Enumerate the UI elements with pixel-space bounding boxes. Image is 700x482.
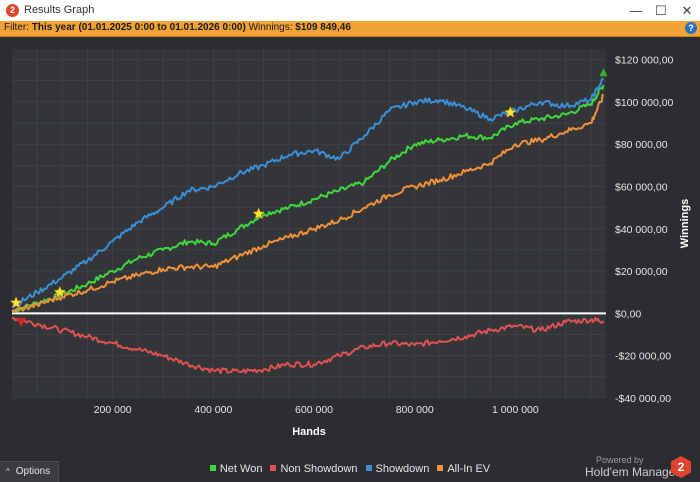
winnings-label: Winnings: xyxy=(248,22,293,33)
y-axis-title: Winnings xyxy=(679,199,691,248)
filter-text: Filter: This year (01.01.2025 0:00 to 01… xyxy=(4,22,351,33)
brand-name: Hold'em Manager xyxy=(585,465,680,479)
legend-swatch xyxy=(270,465,277,471)
hm2-logo: 2 xyxy=(671,456,691,478)
legend-label: Net Won xyxy=(219,463,263,475)
y-tick-label: $40 000,00 xyxy=(615,224,668,236)
help-icon[interactable]: ? xyxy=(685,22,697,34)
legend-label: All-In EV xyxy=(447,463,491,475)
y-tick-label: -$20 000,00 xyxy=(615,351,671,363)
y-tick-label: $120 000,00 xyxy=(615,55,674,67)
window-title: Results Graph xyxy=(24,4,95,16)
up-triangle-marker xyxy=(599,68,608,77)
powered-by-text: Powered by xyxy=(596,455,644,465)
y-tick-label: $20 000,00 xyxy=(615,266,668,278)
legend-item-all-in-ev[interactable]: All-In EV xyxy=(437,463,490,475)
winnings-value: $109 849,46 xyxy=(295,22,351,33)
series-line-non-showdown xyxy=(11,316,605,375)
x-tick-label: 800 000 xyxy=(396,404,434,416)
x-tick-label: 600 000 xyxy=(295,404,333,416)
y-tick-label: $60 000,00 xyxy=(615,181,668,193)
series-line-showdown xyxy=(11,77,604,308)
legend-label: Showdown xyxy=(375,463,430,475)
filter-bar: Filter: This year (01.01.2025 0:00 to 01… xyxy=(0,21,700,37)
y-tick-label: $100 000,00 xyxy=(615,97,674,109)
close-button[interactable]: ✕ xyxy=(681,3,693,18)
legend-item-non-showdown[interactable]: Non Showdown xyxy=(270,463,358,475)
star-marker xyxy=(53,285,67,298)
y-tick-label: -$40 000,00 xyxy=(615,393,671,405)
chevron-up-icon: ^ xyxy=(6,467,10,476)
x-axis-title: Hands xyxy=(292,426,326,438)
down-triangle-marker xyxy=(16,317,27,327)
maximize-button[interactable]: ☐ xyxy=(655,3,667,18)
x-tick-label: 200 000 xyxy=(94,404,132,416)
x-tick-label: 400 000 xyxy=(194,404,232,416)
options-button[interactable]: ^ Options xyxy=(0,461,59,482)
legend-label: Non Showdown xyxy=(280,463,358,475)
series-line-all-in-ev xyxy=(11,93,605,313)
minimize-button[interactable]: — xyxy=(629,3,643,18)
legend-swatch xyxy=(365,465,372,471)
x-tick-label: 1 000 000 xyxy=(492,404,539,416)
star-marker xyxy=(9,296,23,309)
series-line-net-won xyxy=(11,84,605,313)
plot-area xyxy=(12,49,606,398)
chart-legend: Net Won Non Showdown Showdown All-In EV xyxy=(0,463,700,477)
options-label: Options xyxy=(15,466,51,477)
star-marker xyxy=(252,207,266,220)
y-tick-label: $80 000,00 xyxy=(615,139,668,151)
results-chart: $120 000,00 $100 000,00 $80 000,00 $60 000,… xyxy=(9,49,691,438)
filter-prefix: Filter: xyxy=(4,22,29,33)
legend-item-showdown[interactable]: Showdown xyxy=(365,463,430,475)
legend-swatch xyxy=(209,465,216,471)
app-logo-icon: 2 xyxy=(6,4,19,17)
legend-item-net-won[interactable]: Net Won xyxy=(209,463,263,475)
y-tick-label: $0,00 xyxy=(615,308,641,320)
star-marker xyxy=(503,105,517,118)
title-bar: 2 Results Graph — ☐ ✕ xyxy=(0,0,700,22)
legend-swatch xyxy=(437,465,444,471)
filter-range[interactable]: This year (01.01.2025 0:00 to 01.01.2026… xyxy=(31,22,246,33)
